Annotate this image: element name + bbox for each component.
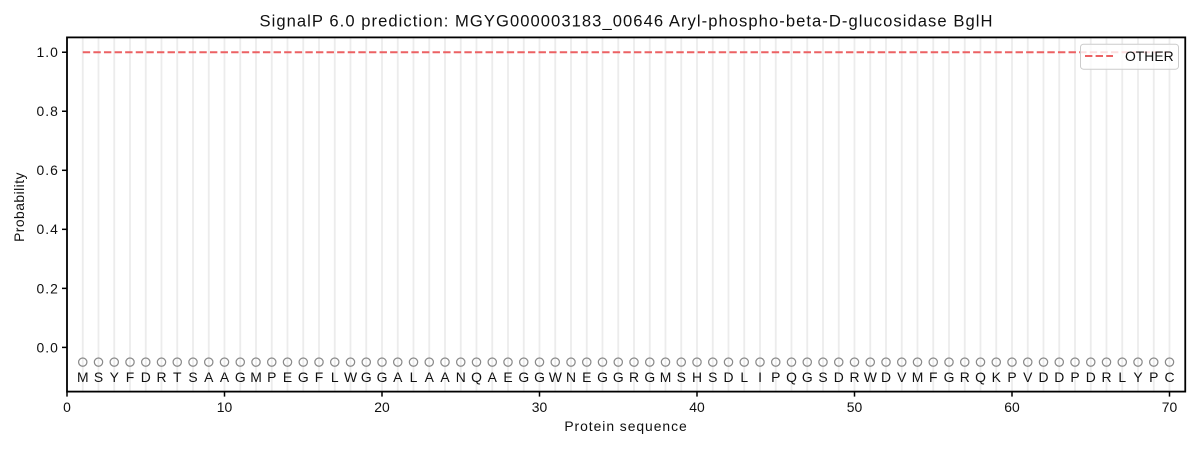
svg-text:A: A (393, 369, 403, 385)
svg-text:P: P (1149, 369, 1158, 385)
svg-text:Y: Y (1133, 369, 1142, 385)
svg-text:S: S (818, 369, 827, 385)
svg-text:G: G (235, 369, 246, 385)
svg-text:D: D (141, 369, 151, 385)
svg-text:50: 50 (847, 399, 863, 415)
svg-text:A: A (488, 369, 498, 385)
svg-text:G: G (944, 369, 955, 385)
svg-text:T: T (173, 369, 182, 385)
svg-text:F: F (929, 369, 938, 385)
svg-text:60: 60 (1004, 399, 1020, 415)
svg-text:G: G (298, 369, 309, 385)
svg-text:F: F (126, 369, 135, 385)
svg-text:0.4: 0.4 (36, 221, 58, 237)
svg-text:20: 20 (374, 399, 390, 415)
svg-text:G: G (518, 369, 529, 385)
svg-text:A: A (425, 369, 435, 385)
svg-text:P: P (267, 369, 276, 385)
svg-text:R: R (960, 369, 970, 385)
svg-text:L: L (331, 369, 339, 385)
svg-text:L: L (1118, 369, 1126, 385)
svg-text:Y: Y (110, 369, 119, 385)
svg-text:Q: Q (786, 369, 797, 385)
svg-text:A: A (440, 369, 450, 385)
svg-text:1.0: 1.0 (36, 44, 58, 60)
svg-text:S: S (188, 369, 197, 385)
svg-text:E: E (503, 369, 512, 385)
svg-text:E: E (582, 369, 591, 385)
svg-text:R: R (156, 369, 166, 385)
svg-text:Probability: Probability (11, 172, 27, 242)
svg-text:V: V (1023, 369, 1033, 385)
svg-text:I: I (758, 369, 762, 385)
svg-text:D: D (723, 369, 733, 385)
svg-text:10: 10 (217, 399, 233, 415)
svg-text:W: W (864, 369, 878, 385)
svg-text:R: R (849, 369, 859, 385)
svg-text:D: D (1086, 369, 1096, 385)
svg-text:S: S (708, 369, 717, 385)
svg-text:M: M (77, 369, 89, 385)
svg-text:N: N (456, 369, 466, 385)
svg-text:S: S (677, 369, 686, 385)
svg-text:OTHER: OTHER (1125, 48, 1174, 64)
svg-text:70: 70 (1162, 399, 1178, 415)
svg-text:G: G (361, 369, 372, 385)
svg-text:W: W (549, 369, 563, 385)
svg-text:A: A (220, 369, 230, 385)
svg-text:P: P (1070, 369, 1079, 385)
svg-text:Q: Q (471, 369, 482, 385)
svg-text:D: D (834, 369, 844, 385)
svg-text:30: 30 (532, 399, 548, 415)
svg-text:D: D (881, 369, 891, 385)
svg-text:0.2: 0.2 (36, 280, 58, 296)
svg-text:M: M (912, 369, 924, 385)
svg-text:H: H (692, 369, 702, 385)
svg-text:G: G (597, 369, 608, 385)
svg-text:G: G (802, 369, 813, 385)
svg-text:G: G (534, 369, 545, 385)
svg-text:R: R (629, 369, 639, 385)
svg-text:L: L (410, 369, 418, 385)
svg-text:A: A (204, 369, 214, 385)
svg-text:Q: Q (975, 369, 986, 385)
svg-text:L: L (740, 369, 748, 385)
svg-text:0.8: 0.8 (36, 103, 58, 119)
svg-text:M: M (660, 369, 672, 385)
svg-text:D: D (1054, 369, 1064, 385)
svg-text:E: E (283, 369, 292, 385)
svg-text:S: S (94, 369, 103, 385)
svg-text:F: F (315, 369, 324, 385)
svg-text:0: 0 (63, 399, 71, 415)
svg-text:0.0: 0.0 (36, 339, 58, 355)
svg-text:W: W (344, 369, 358, 385)
svg-text:P: P (771, 369, 780, 385)
svg-text:0.6: 0.6 (36, 162, 58, 178)
svg-text:G: G (377, 369, 388, 385)
svg-text:Protein sequence: Protein sequence (564, 418, 687, 434)
svg-text:D: D (1038, 369, 1048, 385)
svg-text:M: M (250, 369, 262, 385)
svg-text:C: C (1164, 369, 1174, 385)
svg-text:40: 40 (689, 399, 705, 415)
svg-text:G: G (644, 369, 655, 385)
svg-text:K: K (992, 369, 1002, 385)
svg-text:G: G (613, 369, 624, 385)
svg-text:R: R (1101, 369, 1111, 385)
svg-text:P: P (1007, 369, 1016, 385)
svg-text:V: V (897, 369, 907, 385)
svg-text:N: N (566, 369, 576, 385)
svg-text:SignalP 6.0 prediction: MGYG00: SignalP 6.0 prediction: MGYG000003183_00… (259, 12, 993, 31)
